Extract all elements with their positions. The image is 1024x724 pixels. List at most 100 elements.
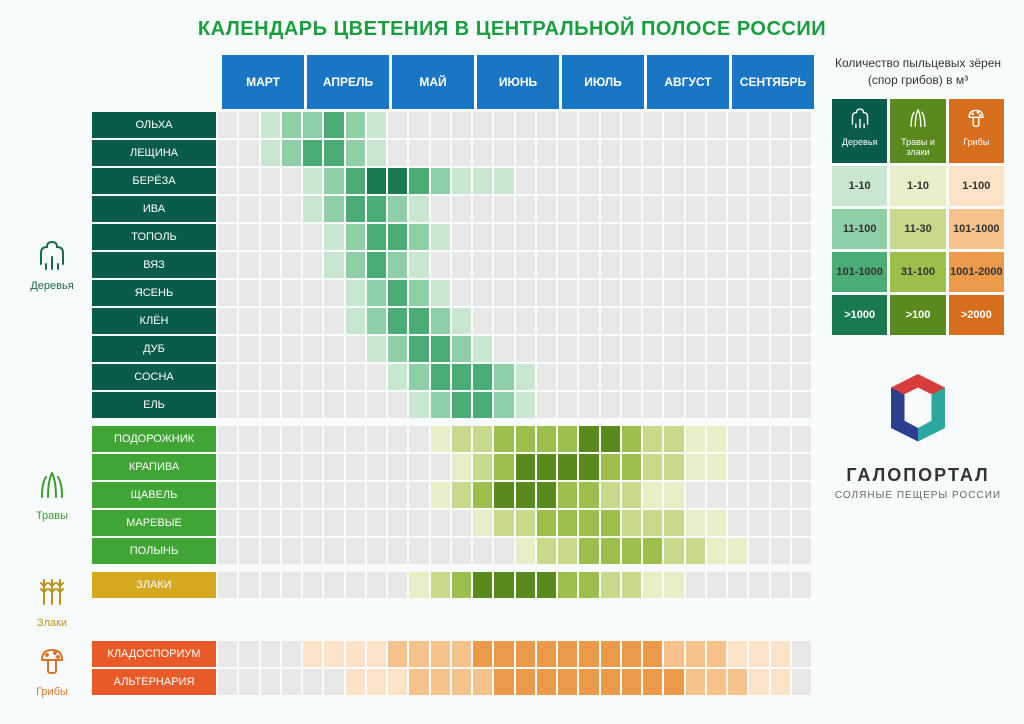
- intensity-cell: [346, 572, 365, 598]
- intensity-cell: [771, 669, 790, 695]
- intensity-cell: [792, 426, 811, 452]
- intensity-cell: [239, 426, 258, 452]
- intensity-cell: [516, 336, 535, 362]
- intensity-cell: [707, 280, 726, 306]
- category-name: Грибы: [36, 686, 68, 698]
- intensity-cell: [367, 196, 386, 222]
- intensity-cell: [579, 641, 598, 667]
- intensity-cell: [303, 538, 322, 564]
- intensity-cell: [686, 572, 705, 598]
- intensity-cell: [218, 641, 237, 667]
- intensity-cell: [239, 252, 258, 278]
- legend-cell: >100: [890, 295, 945, 335]
- intensity-cell: [792, 196, 811, 222]
- intensity-cell: [664, 196, 683, 222]
- intensity-cell: [367, 308, 386, 334]
- intensity-cell: [239, 112, 258, 138]
- intensity-cell: [409, 196, 428, 222]
- intensity-cell: [409, 224, 428, 250]
- intensity-cell: [601, 196, 620, 222]
- intensity-cell: [771, 336, 790, 362]
- mushroom-icon: [965, 107, 987, 134]
- intensity-cell: [579, 669, 598, 695]
- intensity-cell: [792, 364, 811, 390]
- intensity-cell: [452, 112, 471, 138]
- intensity-cell: [452, 454, 471, 480]
- intensity-cell: [431, 572, 450, 598]
- intensity-cell: [516, 572, 535, 598]
- intensity-cell: [452, 482, 471, 508]
- intensity-cell: [239, 572, 258, 598]
- intensity-cell: [431, 454, 450, 480]
- intensity-cell: [239, 280, 258, 306]
- intensity-cell: [324, 454, 343, 480]
- intensity-cell: [218, 364, 237, 390]
- intensity-cell: [792, 140, 811, 166]
- intensity-cell: [452, 308, 471, 334]
- intensity-cell: [218, 252, 237, 278]
- intensity-cell: [282, 252, 301, 278]
- intensity-cell: [537, 140, 556, 166]
- intensity-cell: [282, 112, 301, 138]
- legend-header-label: Грибы: [963, 137, 989, 147]
- intensity-cell: [282, 336, 301, 362]
- intensity-cell: [707, 538, 726, 564]
- intensity-cell: [792, 392, 811, 418]
- legend-cell: 1-100: [949, 166, 1004, 206]
- intensity-cell: [324, 364, 343, 390]
- intensity-cell: [473, 196, 492, 222]
- intensity-cell: [537, 510, 556, 536]
- intensity-cell: [579, 572, 598, 598]
- intensity-cell: [643, 510, 662, 536]
- intensity-cell: [558, 482, 577, 508]
- intensity-cell: [261, 224, 280, 250]
- intensity-cell: [494, 392, 513, 418]
- intensity-cell: [346, 168, 365, 194]
- intensity-cell: [792, 572, 811, 598]
- intensity-cell: [494, 140, 513, 166]
- intensity-cell: [303, 510, 322, 536]
- intensity-cell: [558, 426, 577, 452]
- month-header: МАРТ: [222, 55, 304, 109]
- intensity-cell: [643, 538, 662, 564]
- intensity-cell: [388, 392, 407, 418]
- logo-icon: [873, 365, 963, 455]
- intensity-cell: [771, 572, 790, 598]
- intensity-cell: [282, 669, 301, 695]
- intensity-cell: [261, 426, 280, 452]
- category-name: Травы: [36, 510, 68, 522]
- legend-header: Грибы: [949, 99, 1004, 163]
- intensity-cell: [516, 168, 535, 194]
- plant-row: ЗЛАКИ: [92, 572, 814, 598]
- legend-cell: 31-100: [890, 252, 945, 292]
- intensity-cell: [431, 140, 450, 166]
- intensity-cell: [324, 392, 343, 418]
- intensity-cell: [728, 252, 747, 278]
- intensity-cell: [622, 140, 641, 166]
- intensity-cell: [664, 168, 683, 194]
- intensity-cell: [494, 196, 513, 222]
- intensity-cell: [749, 482, 768, 508]
- intensity-cell: [239, 482, 258, 508]
- intensity-cell: [664, 454, 683, 480]
- intensity-cell: [431, 336, 450, 362]
- intensity-cell: [601, 252, 620, 278]
- intensity-cell: [771, 482, 790, 508]
- intensity-cell: [409, 168, 428, 194]
- intensity-cell: [792, 168, 811, 194]
- intensity-cell: [261, 196, 280, 222]
- intensity-cell: [771, 538, 790, 564]
- intensity-cell: [537, 336, 556, 362]
- intensity-cell: [622, 426, 641, 452]
- intensity-cell: [367, 392, 386, 418]
- grass-icon: [36, 469, 68, 506]
- intensity-cell: [622, 392, 641, 418]
- intensity-cell: [664, 482, 683, 508]
- legend-cell: 11-30: [890, 209, 945, 249]
- main-layout: МАРТАПРЕЛЬМАЙИЮНЬИЮЛЬАВГУСТСЕНТЯБРЬ Дере…: [0, 55, 1024, 710]
- intensity-cell: [324, 252, 343, 278]
- intensity-cell: [324, 168, 343, 194]
- legend-header: Травы и злаки: [890, 99, 945, 163]
- intensity-cell: [473, 112, 492, 138]
- intensity-cell: [558, 168, 577, 194]
